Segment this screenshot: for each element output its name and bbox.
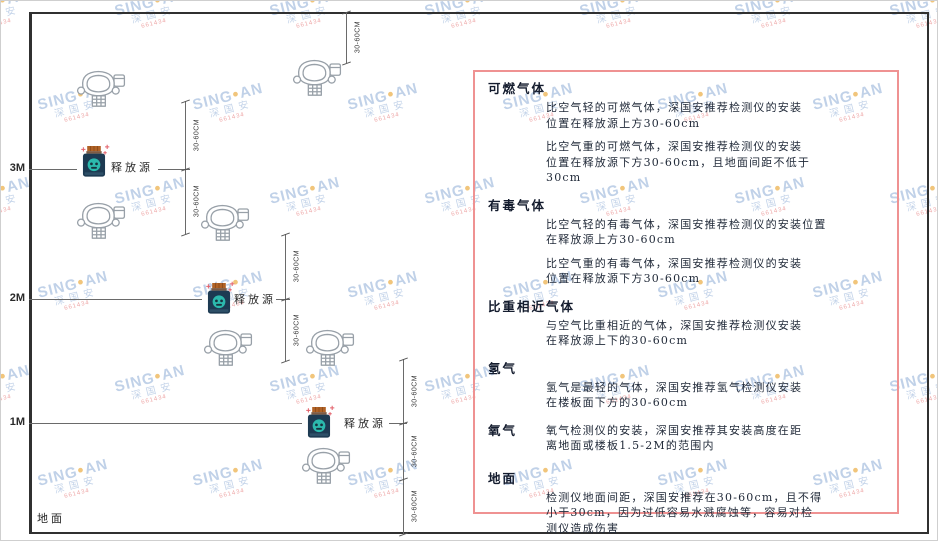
panel-section-paragraphs: 比空气轻的有毒气体，深国安推荐检测仪的安装位置 在释放源上方30-60cm 比空气… xyxy=(546,217,897,287)
panel-section-heading: 氢气 xyxy=(488,360,518,376)
panel-section-heading: 氧气 xyxy=(488,422,518,438)
panel-paragraph: 与空气比重相近的气体，深国安推荐检测仪安装 在释放源上下的30-60cm xyxy=(546,318,803,348)
info-panel-sections: 可燃气体比空气轻的可燃气体，深国安推荐检测仪的安装 位置在释放源上方30-60c… xyxy=(488,78,897,536)
height-label-2m: 2M xyxy=(9,292,25,304)
release-source-label: 释放源 xyxy=(111,162,153,174)
panel-paragraph: 比空气重的可燃气体，深国安推荐检测仪的安装 位置在释放源下方30-60cm，且地… xyxy=(546,140,811,184)
panel-section-paragraphs: 氢气是最轻的气体，深国安推荐氢气检测仪安装 在楼板面下方的30-60cm xyxy=(546,380,897,411)
dimension-line xyxy=(346,12,347,63)
panel-paragraph: 检测仪地面间距，深国安推荐在30-60cm，且不得 小于30cm，因为过低容易水… xyxy=(546,490,823,535)
panel-section: 氧气 氧气检测仪的安装，深国安推荐其安装高度在距 离地面或楼板1.5-2M的范围内 xyxy=(488,420,897,454)
panel-section-heading: 地面 xyxy=(488,470,518,486)
info-panel: 可燃气体比空气轻的可燃气体，深国安推荐检测仪的安装 位置在释放源上方30-60c… xyxy=(473,70,899,535)
panel-section: 比重相近气体与空气比重相近的气体，深国安推荐检测仪安装 在释放源上下的30-60… xyxy=(488,296,897,349)
panel-section: 氢气氢气是最轻的气体，深国安推荐氢气检测仪安装 在楼板面下方的30-60cm xyxy=(488,358,897,411)
dimension-line xyxy=(285,234,286,361)
panel-section-paragraphs: 氧气检测仪的安装，深国安推荐其安装高度在距 离地面或楼板1.5-2M的范围内 xyxy=(546,423,897,454)
level-line xyxy=(29,169,77,170)
level-line xyxy=(158,169,190,170)
panel-section-heading: 比重相近气体 xyxy=(488,298,576,314)
level-line xyxy=(29,423,302,424)
panel-section: 可燃气体比空气轻的可燃气体，深国安推荐检测仪的安装 位置在释放源上方30-60c… xyxy=(488,78,897,186)
height-label-1m: 1M xyxy=(9,416,25,428)
panel-section: 地面检测仪地面间距，深国安推荐在30-60cm，且不得 小于30cm，因为过低容… xyxy=(488,468,897,537)
level-line xyxy=(389,423,407,424)
panel-paragraph: 氧气检测仪的安装，深国安推荐其安装高度在距 离地面或楼板1.5-2M的范围内 xyxy=(546,423,803,453)
level-line xyxy=(29,299,202,300)
height-label-3m: 3M xyxy=(9,162,25,174)
panel-paragraph: 比空气轻的有毒气体，深国安推荐检测仪的安装位置 在释放源上方30-60cm xyxy=(546,217,827,247)
panel-section: 有毒气体比空气轻的有毒气体，深国安推荐检测仪的安装位置 在释放源上方30-60c… xyxy=(488,195,897,287)
dimension-line xyxy=(403,359,404,534)
panel-paragraph: 比空气重的有毒气体，深国安推荐检测仪的安装 位置在释放源下方30-60cm xyxy=(546,256,803,286)
room-outline xyxy=(29,12,929,534)
panel-section-paragraphs: 检测仪地面间距，深国安推荐在30-60cm，且不得 小于30cm，因为过低容易水… xyxy=(546,490,897,537)
panel-paragraph: 比空气轻的可燃气体，深国安推荐检测仪的安装 位置在释放源上方30-60cm xyxy=(546,101,803,130)
panel-section-paragraphs: 与空气比重相近的气体，深国安推荐检测仪安装 在释放源上下的30-60cm xyxy=(546,318,897,349)
release-source-label: 释放源 xyxy=(234,294,276,306)
dimension-line xyxy=(185,101,186,234)
panel-section-heading: 可燃气体 xyxy=(488,81,547,96)
panel-paragraph: 氢气是最轻的气体，深国安推荐氢气检测仪安装 在楼板面下方的30-60cm xyxy=(546,380,803,410)
ground-label: 地面 xyxy=(37,513,65,525)
panel-section-heading: 有毒气体 xyxy=(488,197,547,213)
panel-section-paragraphs: 比空气轻的可燃气体，深国安推荐检测仪的安装 位置在释放源上方30-60cm 比空气… xyxy=(546,100,897,186)
release-source-label: 释放源 xyxy=(344,418,386,430)
